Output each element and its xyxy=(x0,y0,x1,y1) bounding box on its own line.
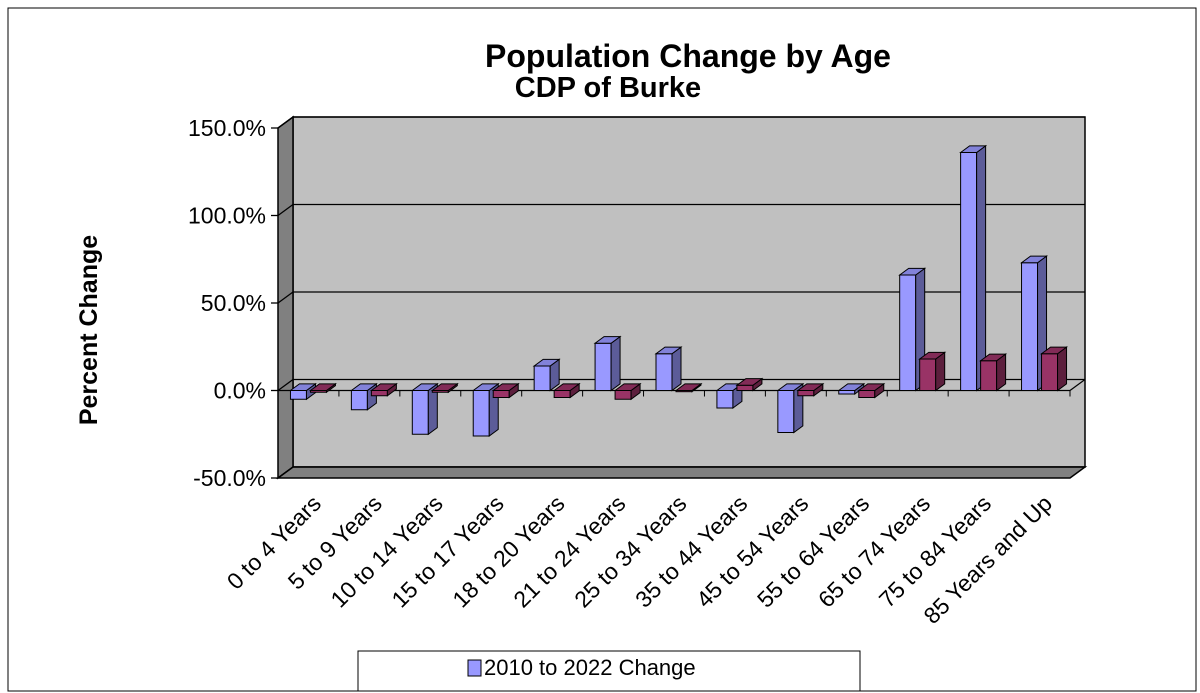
bar-front xyxy=(655,353,673,391)
bar-series-1 xyxy=(837,382,866,395)
bar-marks xyxy=(288,144,1069,437)
bar-series-1 xyxy=(410,382,439,436)
bar-front xyxy=(492,390,510,398)
bar-series-2 xyxy=(857,382,886,399)
bar-front xyxy=(899,274,917,391)
bar-series-2 xyxy=(918,351,947,392)
bar-top xyxy=(593,336,622,344)
plot-floor xyxy=(275,466,1088,479)
bar-front xyxy=(553,390,571,398)
bar-front xyxy=(919,358,937,391)
bar-series-1 xyxy=(471,382,500,437)
bar-front xyxy=(370,390,388,397)
bar-top xyxy=(532,358,561,367)
bar-top xyxy=(674,383,703,391)
bar-front xyxy=(472,390,490,437)
y-tick-label: 0.0% xyxy=(214,378,266,404)
plot-area xyxy=(271,115,1088,480)
bar-top xyxy=(654,346,683,355)
y-tick-label: 150.0% xyxy=(188,115,266,141)
bar-top xyxy=(735,378,764,386)
bar-top xyxy=(491,383,520,391)
chart-title: Population Change by Age xyxy=(485,38,891,74)
bar-series-2 xyxy=(430,382,459,394)
gridline xyxy=(277,466,1085,479)
bar-series-2 xyxy=(1040,346,1069,392)
bar-front xyxy=(858,390,876,398)
bar-top xyxy=(552,383,581,391)
bar-top xyxy=(430,383,459,391)
bar-top xyxy=(1020,255,1049,264)
bar-series-2 xyxy=(491,382,520,399)
gridline xyxy=(277,291,1085,304)
bar-top xyxy=(349,383,378,391)
bar-series-1 xyxy=(532,358,561,392)
bar-top xyxy=(837,383,866,391)
y-tick-label: 100.0% xyxy=(188,203,266,229)
bar-front xyxy=(960,152,978,391)
bar-series-2 xyxy=(613,382,642,401)
bar-top xyxy=(410,383,439,391)
bar-front xyxy=(614,390,632,400)
zero-baseline-edge xyxy=(1069,379,1086,391)
bar-front xyxy=(797,390,815,397)
bar-front xyxy=(1021,262,1039,391)
bar-top xyxy=(308,383,337,391)
bar-front xyxy=(980,360,998,391)
y-axis-title: Percent Change xyxy=(75,235,103,425)
bar-side xyxy=(976,144,987,392)
gridline xyxy=(277,116,1085,129)
bar-front xyxy=(533,365,551,391)
bar-series-2 xyxy=(308,382,337,394)
bar-front xyxy=(716,390,734,409)
bar-front xyxy=(289,390,307,400)
y-tick-label: 50.0% xyxy=(201,290,266,316)
bar-top xyxy=(857,383,886,391)
bar-series-2 xyxy=(674,382,703,393)
bar-top xyxy=(918,351,947,360)
bar-top xyxy=(1040,346,1069,355)
y-tick-label: -50.0% xyxy=(193,465,266,491)
legend-label-0: 2010 to 2022 Change xyxy=(484,655,696,680)
bar-top xyxy=(959,145,988,153)
legend: 2010 to 2022 Change xyxy=(357,650,861,692)
bar-series-1 xyxy=(593,335,622,392)
bar-top xyxy=(979,353,1008,362)
bar-top xyxy=(369,383,398,391)
bar-front xyxy=(1041,353,1059,391)
bar-front xyxy=(350,390,368,411)
bar-front xyxy=(411,390,429,435)
bar-series-2 xyxy=(796,382,825,397)
bar-series-1 xyxy=(349,382,378,411)
bar-series-2 xyxy=(552,382,581,399)
bar-top xyxy=(898,267,927,276)
bar-top xyxy=(776,383,805,391)
gridline xyxy=(277,203,1085,217)
bar-series-1 xyxy=(959,144,988,392)
bar-series-1 xyxy=(715,382,744,409)
bar-top xyxy=(471,383,500,391)
bar-front xyxy=(777,390,795,433)
bar-top xyxy=(288,383,317,391)
bar-series-2 xyxy=(735,377,764,392)
bar-side xyxy=(610,335,621,392)
gridline xyxy=(277,378,1085,392)
bar-top xyxy=(613,383,642,391)
bar-series-1 xyxy=(654,346,683,392)
bar-front xyxy=(838,390,856,395)
legend-swatch-0 xyxy=(467,659,482,677)
bar-series-2 xyxy=(369,382,398,397)
chart-subtitle: CDP of Burke xyxy=(515,72,701,104)
bar-front xyxy=(594,342,612,391)
bar-series-1 xyxy=(1020,255,1049,392)
legend-box xyxy=(357,650,861,692)
bar-side xyxy=(1057,346,1068,392)
bar-top xyxy=(796,383,825,391)
bar-side xyxy=(671,346,682,392)
bar-series-2 xyxy=(979,353,1008,392)
bar-front xyxy=(736,384,754,391)
